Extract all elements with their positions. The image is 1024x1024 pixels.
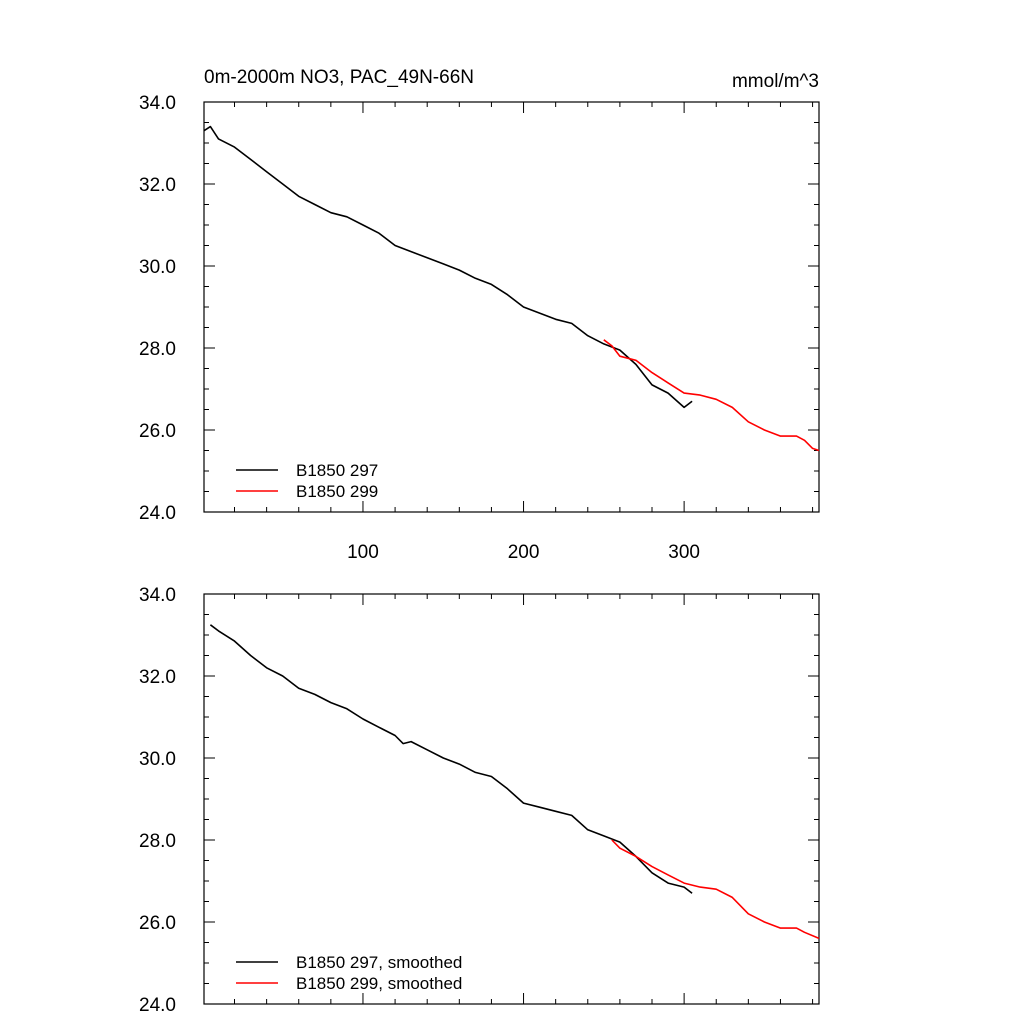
series-lines [209, 624, 820, 940]
y-tick-labels: 24.0 26.0 28.0 30.0 32.0 34.0 [139, 585, 176, 1016]
legend: B1850 297, smoothed B1850 299, smoothed [236, 953, 462, 993]
y-tick-label: 32.0 [139, 667, 176, 688]
plot-frame [203, 101, 820, 513]
series-line [209, 624, 693, 894]
y-tick-label: 26.0 [139, 913, 176, 934]
x-tick-label: 200 [508, 542, 540, 563]
y-tick-label: 24.0 [139, 995, 176, 1016]
series-lines [203, 125, 820, 452]
series-line [203, 125, 693, 409]
y-tick-label: 28.0 [139, 831, 176, 852]
top-panel: 0m-2000m NO3, PAC_49N-66N mmol/m^3 24.02… [139, 67, 820, 563]
y-tick-label: 30.0 [139, 749, 176, 770]
y-tick-label: 30.0 [139, 257, 176, 278]
tick-marks [204, 593, 819, 1005]
y-tick-label: 32.0 [139, 175, 176, 196]
y-tick-labels: 24.0 26.0 28.0 30.0 32.0 34.0 [139, 93, 176, 524]
bottom-panel: 24.0 26.0 28.0 30.0 32.0 34.0 B1850 297, smoo… [139, 585, 820, 1016]
legend-label: B1850 299, smoothed [296, 974, 462, 993]
tick-marks [204, 101, 819, 513]
x-tick-labels: 100 200 300 [347, 542, 700, 563]
legend-label: B1850 297, smoothed [296, 953, 462, 972]
legend: B1850 297 B1850 299 [236, 461, 378, 501]
series-line [611, 839, 820, 940]
chart-title: 0m-2000m NO3, PAC_49N-66N [204, 67, 474, 88]
y-tick-label: 24.0 [139, 503, 176, 524]
plot-frame [203, 593, 820, 1005]
series-line [603, 339, 820, 452]
y-tick-label: 34.0 [139, 93, 176, 114]
legend-label: B1850 297 [296, 461, 378, 480]
units-label: mmol/m^3 [732, 71, 819, 92]
x-tick-label: 100 [347, 542, 379, 563]
y-tick-label: 28.0 [139, 339, 176, 360]
y-tick-label: 26.0 [139, 421, 176, 442]
legend-label: B1850 299 [296, 482, 378, 501]
x-tick-label: 300 [668, 542, 700, 563]
y-tick-label: 34.0 [139, 585, 176, 606]
